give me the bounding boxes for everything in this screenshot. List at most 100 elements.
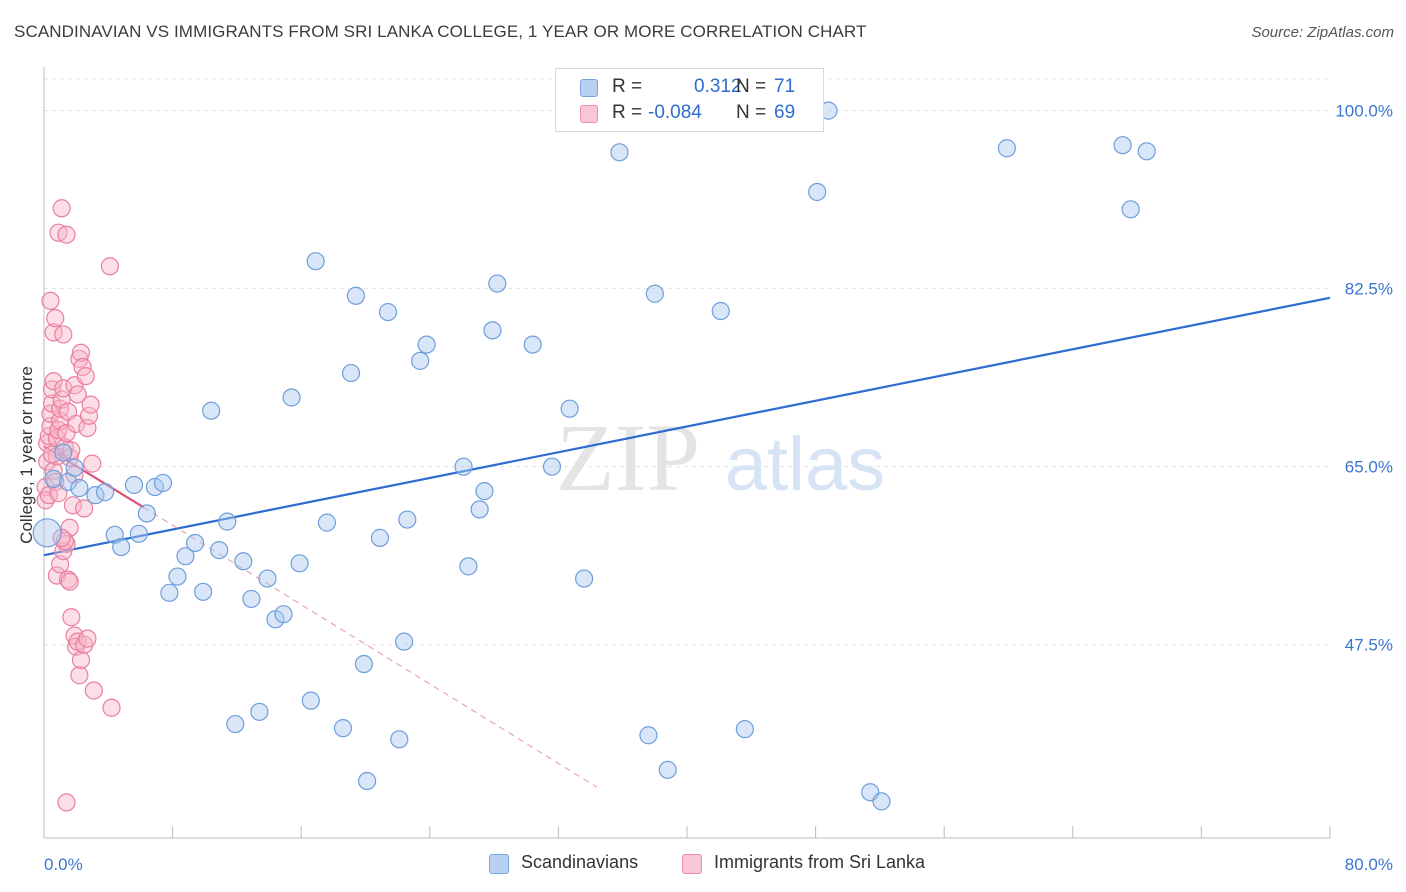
point-sri-lanka — [83, 454, 102, 473]
point-scandinavians — [306, 252, 325, 271]
point-scandinavians — [202, 401, 221, 420]
stats-n-value-pink: 69 — [774, 102, 796, 123]
point-scandinavians — [242, 589, 261, 609]
point-scandinavians — [808, 182, 827, 202]
point-scandinavians — [398, 510, 417, 529]
point-scandinavians — [70, 478, 89, 498]
point-scandinavians — [645, 284, 664, 303]
point-scandinavians — [210, 540, 229, 560]
stats-row-scandinavians: R = 0.312 N = 71 — [556, 75, 823, 101]
point-sri-lanka — [52, 199, 71, 218]
stats-swatch-pink — [580, 105, 598, 123]
point-sri-lanka — [71, 650, 91, 670]
point-scandinavians — [274, 605, 293, 624]
point-scandinavians — [483, 321, 502, 340]
point-scandinavians — [411, 351, 430, 370]
point-sri-lanka — [70, 666, 89, 685]
point-scandinavians — [390, 730, 409, 749]
series-sri-lanka-points — [36, 199, 121, 812]
point-scandinavians — [317, 513, 337, 532]
point-sri-lanka — [75, 499, 94, 518]
point-scandinavians — [542, 457, 562, 476]
point-scandinavians — [153, 473, 173, 493]
legend-swatch-blue — [489, 854, 509, 874]
point-scandinavians — [290, 554, 309, 573]
point-scandinavians — [282, 388, 301, 407]
point-scandinavians — [234, 552, 253, 571]
point-scandinavians — [370, 528, 390, 547]
watermark: ZIP atlas — [556, 404, 885, 511]
point-scandinavians — [333, 719, 353, 738]
stats-n-value-blue: 71 — [774, 76, 796, 97]
point-scandinavians — [186, 533, 205, 553]
point-scandinavians — [194, 582, 213, 601]
point-sri-lanka — [76, 367, 95, 386]
point-sri-lanka — [57, 424, 76, 443]
point-scandinavians — [459, 557, 478, 576]
x-tick-label-start: 0.0% — [44, 855, 83, 874]
point-sri-lanka — [60, 572, 79, 591]
point-sri-lanka — [71, 343, 91, 362]
point-scandinavians — [354, 654, 373, 674]
point-scandinavians — [610, 143, 629, 162]
point-sri-lanka — [44, 372, 63, 391]
point-scandinavians — [470, 500, 489, 519]
point-scandinavians — [44, 469, 63, 488]
point-scandinavians — [475, 481, 494, 501]
point-sri-lanka — [100, 257, 120, 276]
point-scandinavians — [129, 524, 148, 543]
point-sri-lanka — [67, 414, 86, 434]
x-tick-label-end: 80.0% — [1345, 855, 1393, 874]
point-scandinavians — [301, 691, 320, 710]
y-tick-label: 65.0% — [1345, 458, 1393, 477]
point-scandinavians — [137, 504, 156, 523]
point-sri-lanka — [38, 434, 57, 453]
point-scandinavians — [341, 363, 361, 383]
point-sri-lanka — [54, 325, 73, 344]
point-scandinavians — [997, 139, 1016, 158]
point-scandinavians — [454, 457, 473, 476]
point-scandinavians — [112, 537, 131, 557]
legend-swatch-pink — [682, 854, 702, 874]
point-scandinavians — [488, 274, 507, 293]
point-scandinavians — [523, 335, 542, 354]
y-tick-label: 47.5% — [1345, 636, 1393, 655]
point-scandinavians — [65, 458, 84, 477]
point-scandinavians — [639, 726, 658, 745]
point-scandinavians — [176, 547, 195, 566]
legend-label-scandinavians: Scandinavians — [521, 852, 639, 872]
stats-r-label: R = — [612, 76, 643, 97]
point-sri-lanka — [81, 395, 100, 414]
y-axis-label: College, 1 year or more — [17, 366, 36, 544]
point-scandinavians — [250, 702, 269, 721]
stats-r-value-pink: -0.084 — [648, 102, 702, 123]
point-sri-lanka — [63, 496, 83, 515]
point-scandinavians — [394, 632, 414, 651]
point-sri-lanka — [46, 309, 65, 328]
trend-lines — [43, 296, 1331, 788]
chart-title: SCANDINAVIAN VS IMMIGRANTS FROM SRI LANK… — [14, 22, 867, 41]
stats-row-sri-lanka: R = -0.084 N = 69 — [556, 101, 823, 127]
point-scandinavians — [417, 335, 436, 354]
y-tick-label: 100.0% — [1335, 102, 1393, 121]
trend-line-sri-lanka-extended — [143, 506, 598, 788]
source-label: Source: ZipAtlas.com — [1251, 24, 1394, 41]
stats-swatch-blue — [580, 79, 598, 97]
point-scandinavians — [1137, 142, 1156, 161]
point-scandinavians — [54, 443, 73, 462]
series-scandinavians-points — [32, 101, 1156, 811]
watermark-zip: ZIP — [556, 404, 700, 511]
point-sri-lanka — [57, 793, 76, 812]
point-scandinavians — [160, 583, 179, 602]
stats-box: R = 0.312 N = 71 R = -0.084 N = 69 — [555, 68, 824, 132]
point-scandinavians — [258, 569, 277, 588]
point-sri-lanka — [62, 608, 81, 627]
point-scandinavians — [711, 301, 730, 321]
point-scandinavians — [95, 483, 115, 502]
stats-r-label: R = — [612, 102, 643, 123]
point-scandinavians — [1121, 200, 1140, 219]
y-tick-label: 82.5% — [1345, 280, 1393, 299]
point-scandinavians — [32, 518, 62, 548]
point-sri-lanka — [102, 698, 121, 717]
point-sri-lanka — [57, 225, 76, 244]
